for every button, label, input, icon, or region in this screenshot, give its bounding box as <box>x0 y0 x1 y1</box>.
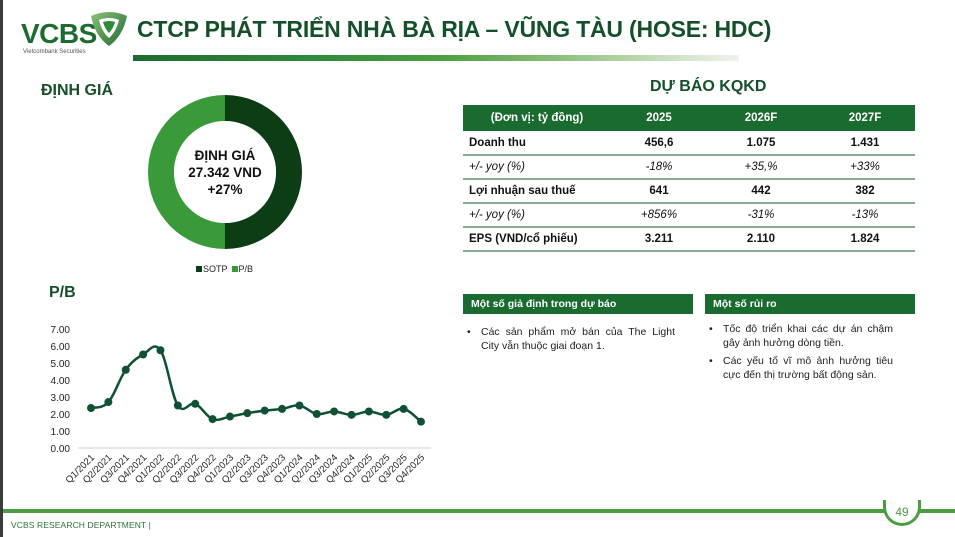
valuation-change: +27% <box>207 181 243 197</box>
cell-2025: +856% <box>611 203 707 228</box>
forecast-table-header: (Đơn vị: tỷ đồng) 2025 2026F 2027F <box>463 105 915 131</box>
data-point-marker <box>104 398 113 407</box>
valuation-donut-chart: ĐỊNH GIÁ 27.342 VND +27% <box>148 95 302 249</box>
cell-2027f: 1.431 <box>815 131 915 156</box>
data-point-marker <box>382 410 391 419</box>
data-point-marker <box>87 404 95 413</box>
cell-2027f: 382 <box>815 179 915 204</box>
cell-2026f: 442 <box>707 179 815 204</box>
row-label: Doanh thu <box>463 131 611 156</box>
data-point-marker <box>139 350 148 359</box>
data-point-marker <box>243 409 252 418</box>
page-number: 49 <box>883 500 921 526</box>
table-row-net-profit: Lợi nhuận sau thuế 641 442 382 <box>463 179 915 204</box>
risks-list: Tốc độ triển khai các dự án chậm gây ảnh… <box>705 323 893 387</box>
y-tick-label: 2.00 <box>51 410 71 421</box>
y-tick-label: 3.00 <box>51 393 71 404</box>
risks-header: Một số rủi ro <box>705 294 915 314</box>
cell-2026f: 2.110 <box>707 227 815 252</box>
column-header-2026f: 2026F <box>707 105 815 131</box>
footer-divider <box>3 509 955 513</box>
pb-section-title: P/B <box>49 284 76 301</box>
row-label: +/- yoy (%) <box>463 155 611 180</box>
data-point-marker <box>173 401 182 410</box>
y-tick-label: 0.00 <box>51 444 71 455</box>
cell-2025: 3.211 <box>611 227 707 252</box>
y-tick-label: 6.00 <box>51 342 71 353</box>
valuation-section-title: ĐỊNH GIÁ <box>41 82 113 99</box>
y-tick-label: 5.00 <box>51 359 71 370</box>
data-point-marker <box>295 401 304 410</box>
data-point-marker <box>208 415 217 424</box>
column-header-2025: 2025 <box>611 105 707 131</box>
data-point-marker <box>364 407 373 416</box>
y-tick-label: 1.00 <box>51 427 71 438</box>
valuation-value: 27.342 VND <box>188 164 262 180</box>
title-underline-fade <box>439 55 739 61</box>
cell-2027f: 1.824 <box>815 227 915 252</box>
donut-legend: SOTP P/B <box>196 264 253 274</box>
row-label: Lợi nhuận sau thuế <box>463 179 611 204</box>
cell-2027f: -13% <box>815 203 915 228</box>
data-point-marker <box>312 410 321 418</box>
pb-line-chart: 0.001.002.003.004.005.006.007.00Q1/2021Q… <box>51 325 431 486</box>
table-row-revenue: Doanh thu 456,6 1.075 1.431 <box>463 131 915 156</box>
footer-department: VCBS RESEARCH DEPARTMENT | <box>11 520 151 530</box>
vcbs-shield-icon <box>91 12 127 46</box>
data-point-marker <box>121 365 130 374</box>
legend-item-pb: P/B <box>231 264 253 274</box>
donut-center-label: ĐỊNH GIÁ 27.342 VND +27% <box>148 95 302 249</box>
y-tick-label: 4.00 <box>51 376 71 387</box>
column-header-unit: (Đơn vị: tỷ đồng) <box>463 105 611 131</box>
y-tick-label: 7.00 <box>51 325 71 336</box>
assumption-item: Các sản phẩm mở bán của The Light City v… <box>463 326 675 353</box>
valuation-label: ĐỊNH GIÁ <box>194 147 256 163</box>
risk-item: Các yếu tố vĩ mô ảnh hưởng tiêu cực đến … <box>705 355 893 382</box>
cell-2026f: -31% <box>707 203 815 228</box>
data-point-marker <box>330 407 339 416</box>
forecast-section-title: DỰ BÁO KQKD <box>650 78 767 95</box>
row-label: EPS (VND/cổ phiếu) <box>463 227 611 252</box>
assumptions-header: Một số giả định trong dự báo <box>463 294 693 314</box>
data-point-marker <box>399 404 408 413</box>
donut-slice-sotp <box>225 95 302 249</box>
vcbs-logo: VCBS Vietcombank Securities <box>17 10 127 55</box>
risk-item: Tốc độ triển khai các dự án chậm gây ảnh… <box>705 323 893 350</box>
forecast-table: (Đơn vị: tỷ đồng) 2025 2026F 2027F Doanh… <box>463 105 915 252</box>
data-point-marker <box>156 346 165 355</box>
cell-2026f: +35,% <box>707 155 815 180</box>
cell-2025: 456,6 <box>611 131 707 156</box>
page-title: CTCP PHÁT TRIỂN NHÀ BÀ RỊA – VŨNG TÀU (H… <box>137 16 772 42</box>
title-underline <box>133 55 439 61</box>
data-point-marker <box>417 417 425 426</box>
logo-text: VCBS <box>21 18 97 49</box>
row-label: +/- yoy (%) <box>463 203 611 228</box>
data-point-marker <box>347 410 356 419</box>
data-point-marker <box>260 406 269 415</box>
column-header-2027f: 2027F <box>815 105 915 131</box>
cell-2025: 641 <box>611 179 707 204</box>
data-point-marker <box>278 404 287 413</box>
donut-svg <box>148 95 302 249</box>
cell-2027f: +33% <box>815 155 915 180</box>
data-point-marker <box>225 412 234 421</box>
data-point-marker <box>191 399 200 408</box>
table-row-eps: EPS (VND/cổ phiếu) 3.211 2.110 1.824 <box>463 227 915 252</box>
table-row-net-profit-yoy: +/- yoy (%) +856% -31% -13% <box>463 203 915 228</box>
cell-2025: -18% <box>611 155 707 180</box>
logo-subtitle: Vietcombank Securities <box>23 49 86 55</box>
legend-item-sotp: SOTP <box>196 264 228 274</box>
assumptions-list: Các sản phẩm mở bán của The Light City v… <box>463 326 675 358</box>
table-row-revenue-yoy: +/- yoy (%) -18% +35,% +33% <box>463 155 915 180</box>
donut-slice-pb <box>148 95 225 249</box>
cell-2026f: 1.075 <box>707 131 815 156</box>
